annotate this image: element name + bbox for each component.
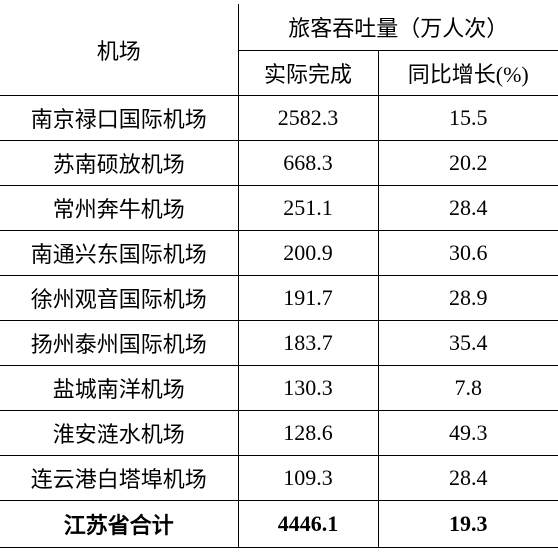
airport-cell: 苏南硕放机场 xyxy=(0,140,239,186)
value-cell: 2582.3 xyxy=(237,95,379,141)
data-row: 南通兴东国际机场 200.9 30.6 xyxy=(0,230,558,276)
header-row: 机场 旅客吞吐量（万人次） xyxy=(0,4,558,96)
value-cell: 7.8 xyxy=(377,365,558,411)
value-cell: 28.9 xyxy=(377,275,558,321)
airport-cell: 扬州泰州国际机场 xyxy=(0,320,239,366)
page: 机场 旅客吞吐量（万人次） 实际完成 同比增长(%) 南京禄口国际机场 2582.… xyxy=(0,4,558,557)
data-row: 盐城南洋机场 130.3 7.8 xyxy=(0,365,558,411)
table-body: 机场 旅客吞吐量（万人次） 实际完成 同比增长(%) 南京禄口国际机场 2582.… xyxy=(0,4,558,548)
data-row: 徐州观音国际机场 191.7 28.9 xyxy=(0,275,558,321)
value-cell: 19.3 xyxy=(377,500,558,548)
value-cell: 20.2 xyxy=(377,140,558,186)
airport-cell: 南京禄口国际机场 xyxy=(0,95,239,141)
value-cell: 15.5 xyxy=(377,95,558,141)
airport-cell: 江苏省合计 xyxy=(0,500,239,548)
header-row: 实际完成 同比增长(%) xyxy=(0,50,558,96)
header-group-cell: 旅客吞吐量（万人次） xyxy=(237,4,558,51)
header-cell: 同比增长(%) xyxy=(377,50,558,96)
data-table: 机场 旅客吞吐量（万人次） 实际完成 同比增长(%) 南京禄口国际机场 2582.… xyxy=(0,4,558,548)
data-row: 苏南硕放机场 668.3 20.2 xyxy=(0,140,558,186)
value-cell: 251.1 xyxy=(237,185,379,231)
data-row: 淮安涟水机场 128.6 49.3 xyxy=(0,410,558,456)
data-row: 扬州泰州国际机场 183.7 35.4 xyxy=(0,320,558,366)
data-row: 常州奔牛机场 251.1 28.4 xyxy=(0,185,558,231)
total-row: 江苏省合计 4446.1 19.3 xyxy=(0,500,558,548)
value-cell: 35.4 xyxy=(377,320,558,366)
value-cell: 128.6 xyxy=(237,410,379,456)
airport-cell: 南通兴东国际机场 xyxy=(0,230,239,276)
header-cell: 机场 xyxy=(0,4,239,96)
airport-cell: 盐城南洋机场 xyxy=(0,365,239,411)
value-cell: 28.4 xyxy=(377,185,558,231)
value-cell: 668.3 xyxy=(237,140,379,186)
airport-cell: 常州奔牛机场 xyxy=(0,185,239,231)
value-cell: 200.9 xyxy=(237,230,379,276)
airport-cell: 徐州观音国际机场 xyxy=(0,275,239,321)
data-row: 南京禄口国际机场 2582.3 15.5 xyxy=(0,95,558,141)
value-cell: 28.4 xyxy=(377,455,558,501)
value-cell: 30.6 xyxy=(377,230,558,276)
value-cell: 49.3 xyxy=(377,410,558,456)
airport-cell: 连云港白塔埠机场 xyxy=(0,455,239,501)
header-cell: 实际完成 xyxy=(238,50,379,96)
value-cell: 4446.1 xyxy=(237,500,379,548)
value-cell: 183.7 xyxy=(237,320,379,366)
airport-cell: 淮安涟水机场 xyxy=(0,410,239,456)
data-row: 连云港白塔埠机场 109.3 28.4 xyxy=(0,455,558,501)
value-cell: 109.3 xyxy=(237,455,379,501)
value-cell: 191.7 xyxy=(237,275,379,321)
value-cell: 130.3 xyxy=(237,365,379,411)
